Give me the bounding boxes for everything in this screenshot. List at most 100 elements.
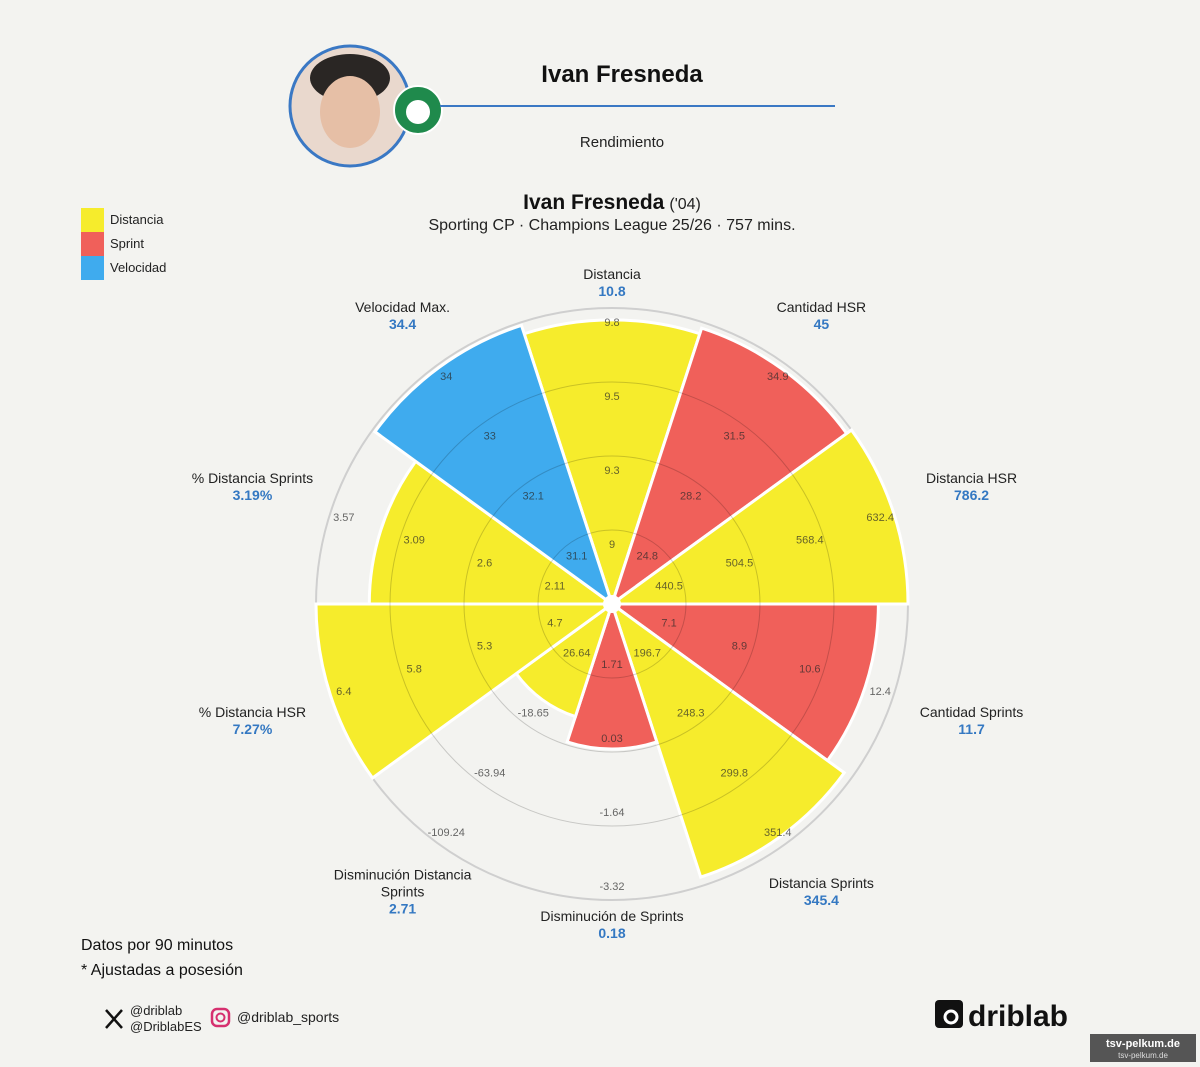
wedge bbox=[314, 602, 617, 781]
ring-label: 248.3 bbox=[677, 707, 705, 719]
metric-name: Cantidad HSR bbox=[776, 298, 867, 315]
metric-value: 10.8 bbox=[598, 283, 626, 299]
metric-name: % Distancia Sprints bbox=[191, 470, 314, 487]
wedge bbox=[607, 427, 910, 606]
metric-label: Distancia 10.8 bbox=[527, 266, 697, 300]
ring-label: 2.11 bbox=[545, 580, 566, 592]
ring-label: 196.7 bbox=[634, 648, 662, 660]
ring-label: -18.65 bbox=[518, 707, 549, 719]
metric-value: 7.27% bbox=[232, 720, 273, 737]
ring-label: 31.5 bbox=[724, 431, 745, 443]
ring-label: 1.71 bbox=[601, 659, 622, 671]
metric-label: Distancia HSR 786.2 bbox=[887, 470, 1057, 504]
header-subtitle: Rendimiento bbox=[580, 134, 664, 151]
ring-label: -63.94 bbox=[474, 767, 505, 779]
metric-label: % Distancia Sprints 3.19% bbox=[167, 470, 337, 504]
metric-label: Distancia Sprints 345.4 bbox=[736, 875, 906, 909]
ring-label: 28.2 bbox=[680, 491, 701, 503]
chart-subtitle: Sporting CP · Champions League 25/26 · 7… bbox=[428, 217, 795, 234]
x-icon bbox=[105, 1009, 123, 1029]
metric-label: Velocidad Max. 34.4 bbox=[318, 299, 488, 333]
wedge bbox=[607, 602, 880, 763]
ring-label: 7.1 bbox=[661, 618, 676, 630]
metric-name: Distancia bbox=[583, 266, 641, 282]
legend-label: Distancia bbox=[110, 212, 164, 227]
grid-ring bbox=[389, 381, 835, 827]
wedge bbox=[522, 318, 702, 609]
metric-value: 345.4 bbox=[803, 892, 839, 909]
watermark: tsv-pelkum.de bbox=[1118, 1051, 1168, 1060]
wedge bbox=[367, 459, 617, 606]
instagram-icon-lens bbox=[215, 1012, 226, 1023]
ring-label: 0.03 bbox=[601, 733, 622, 745]
wedge bbox=[609, 600, 847, 879]
watermark: tsv-pelkum.de bbox=[1106, 1038, 1180, 1050]
ring-label: 3.57 bbox=[333, 512, 354, 524]
ring-label: 8.9 bbox=[732, 640, 747, 652]
metric-name: Disminución de Sprints bbox=[540, 908, 684, 924]
ring-label: -3.32 bbox=[599, 881, 624, 893]
ring-label: 12.4 bbox=[869, 686, 890, 698]
ring-label: 5.8 bbox=[407, 663, 422, 675]
legend-swatch bbox=[81, 232, 104, 256]
ring-label: 632.4 bbox=[866, 512, 894, 524]
chart-title-suffix: ('04) bbox=[669, 196, 701, 213]
note: * Ajustadas a posesión bbox=[81, 962, 243, 979]
ring-label: 3.09 bbox=[403, 535, 424, 547]
ring-label: 9.3 bbox=[604, 465, 619, 477]
ring-label: 34.9 bbox=[767, 371, 788, 383]
legend-label: Velocidad bbox=[110, 260, 166, 275]
ring-label: 34 bbox=[440, 371, 452, 383]
metric-name: % Distancia HSR bbox=[198, 703, 307, 720]
wedge bbox=[565, 599, 659, 751]
grid-ring bbox=[537, 529, 687, 679]
grid-ring bbox=[463, 455, 761, 753]
note: Datos por 90 minutos bbox=[81, 937, 233, 954]
instagram-handle: @driblab_sports bbox=[237, 1009, 339, 1025]
ring-label: 568.4 bbox=[796, 535, 824, 547]
ring-label: -109.24 bbox=[428, 827, 465, 839]
metric-name: Disminución Distancia Sprints bbox=[333, 866, 472, 900]
metric-value: 786.2 bbox=[954, 487, 990, 504]
metric-value: 2.71 bbox=[388, 900, 417, 917]
brand-icon-mark bbox=[943, 1009, 959, 1025]
player-face bbox=[320, 76, 380, 148]
header-name: Ivan Fresneda bbox=[541, 61, 703, 88]
ring-label: 2.6 bbox=[477, 558, 492, 570]
club-badge-inner bbox=[406, 100, 430, 124]
metric-label: % Distancia HSR 7.27% bbox=[167, 704, 337, 738]
ring-label: 9.5 bbox=[604, 391, 619, 403]
metric-value: 3.19% bbox=[232, 487, 273, 504]
ring-label: 5.3 bbox=[477, 640, 492, 652]
watermark-box bbox=[1090, 1034, 1196, 1062]
legend-swatch bbox=[81, 208, 104, 232]
ring-label: 10.6 bbox=[799, 663, 820, 675]
wedge bbox=[609, 326, 849, 608]
ring-label: 31.1 bbox=[566, 550, 587, 562]
metric-name: Distancia HSR bbox=[926, 470, 1018, 487]
ring-label: 351.4 bbox=[764, 827, 792, 839]
ring-label: 440.5 bbox=[655, 580, 683, 592]
legend-label: Sprint bbox=[110, 236, 144, 251]
ring-label: -1.64 bbox=[599, 807, 624, 819]
chart-title-line: Ivan Fresneda ('04) bbox=[523, 191, 701, 214]
legend-swatch bbox=[81, 256, 104, 280]
instagram-icon bbox=[210, 1007, 231, 1028]
ring-label: 26.64 bbox=[563, 648, 591, 660]
x-handle: @driblab bbox=[130, 1003, 182, 1018]
metric-name: Distancia Sprints bbox=[768, 875, 874, 892]
wedge bbox=[372, 323, 615, 608]
ring-label: 24.8 bbox=[637, 550, 658, 562]
x-handle: @DriblabES bbox=[130, 1019, 202, 1034]
metric-label: Cantidad HSR 45 bbox=[736, 299, 906, 333]
metric-label: Cantidad Sprints 11.7 bbox=[887, 704, 1057, 738]
metric-value: 34.4 bbox=[388, 315, 417, 332]
ring-label: 4.7 bbox=[547, 618, 562, 630]
metric-label: Disminución Distancia Sprints 2.71 bbox=[318, 867, 488, 918]
metric-label: Disminución de Sprints 0.18 bbox=[527, 908, 697, 942]
ring-label: 33 bbox=[484, 431, 496, 443]
ring-label: 9.8 bbox=[604, 317, 619, 329]
ring-label: 32.1 bbox=[523, 491, 544, 503]
